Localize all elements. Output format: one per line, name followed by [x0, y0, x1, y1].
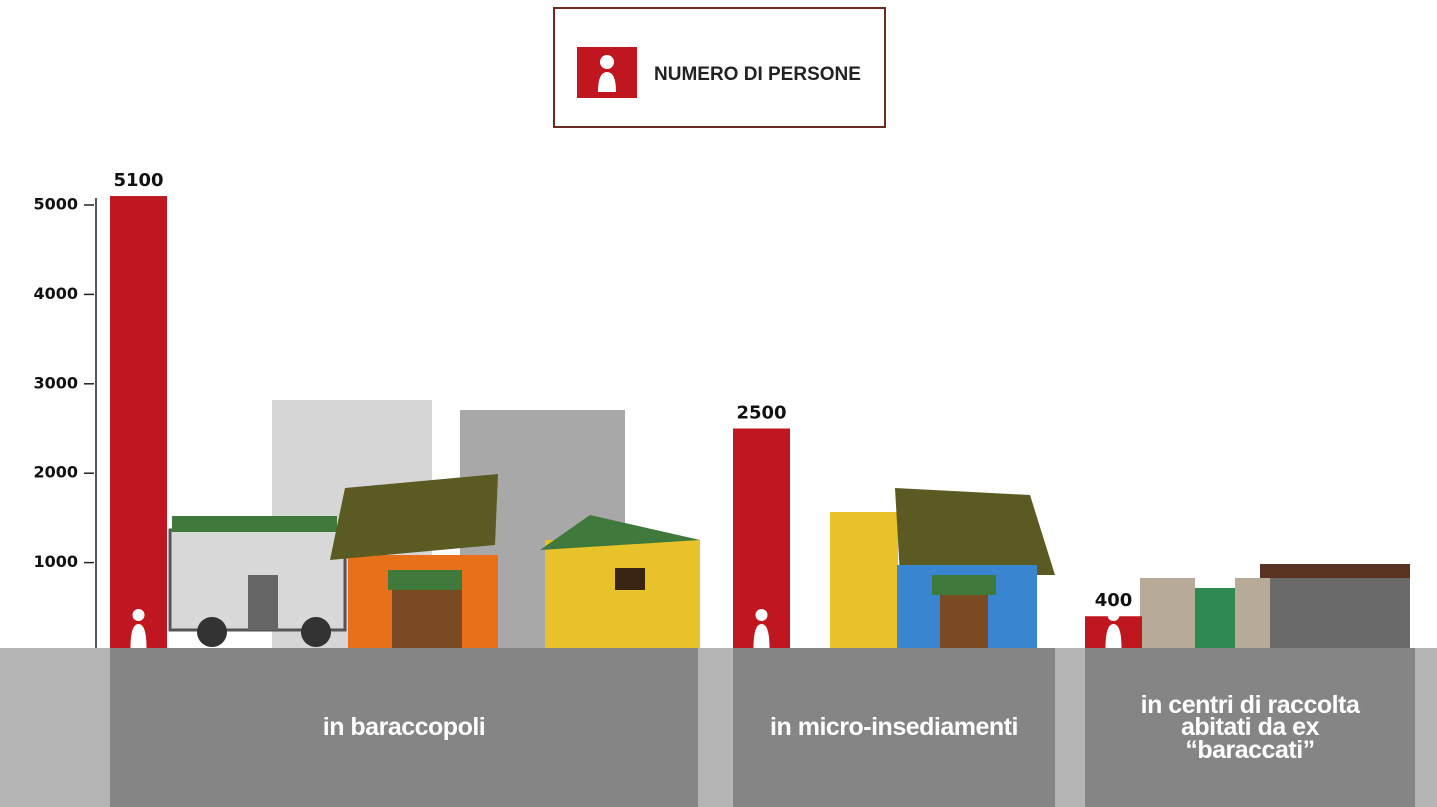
y-tick-label: 3000: [33, 373, 78, 392]
y-tick-label: 5000: [33, 195, 78, 214]
y-tick-label: 1000: [33, 552, 78, 571]
person-icon: [756, 609, 768, 621]
category-label: in centri di raccolta abitati da ex “bar…: [1120, 648, 1380, 807]
category-label: in baraccopoli: [110, 648, 698, 807]
page: NUMERO DI PERSONE 1000 2000 3000 4000 5000 51…: [0, 0, 1437, 807]
legend-label: NUMERO DI PERSONE: [654, 64, 861, 85]
value-label: 5100: [113, 170, 163, 191]
value-label: 400: [1095, 590, 1133, 611]
legend-icon: [600, 55, 614, 69]
y-tick-label: 4000: [33, 284, 78, 303]
bar: [110, 196, 167, 648]
y-tick-label: 2000: [33, 463, 78, 482]
value-label: 2500: [736, 403, 786, 424]
person-icon: [133, 609, 145, 621]
category-label: in micro-insediamenti: [733, 648, 1055, 807]
